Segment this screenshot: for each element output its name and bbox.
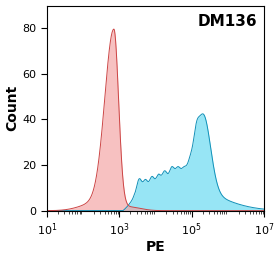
Text: DM136: DM136 [198,14,258,29]
Y-axis label: Count: Count [6,85,20,131]
X-axis label: PE: PE [146,240,165,255]
